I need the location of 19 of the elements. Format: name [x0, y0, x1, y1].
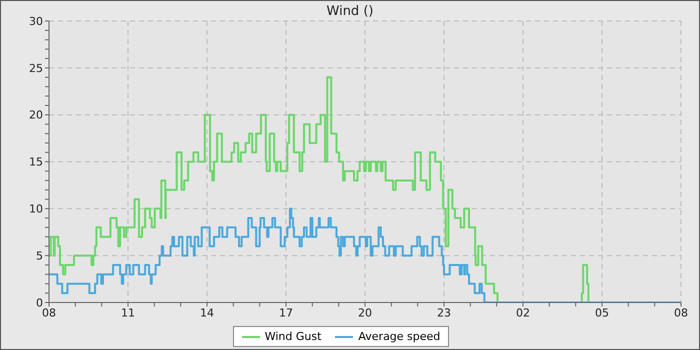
x-tick-label: 08	[674, 306, 688, 320]
y-tick-label: 10	[29, 202, 43, 216]
chart-title: Wind ()	[326, 4, 374, 19]
x-tick-label: 05	[595, 306, 609, 320]
y-tick-label: 20	[29, 108, 43, 122]
x-tick-label: 17	[279, 306, 293, 320]
y-tick-label: 30	[29, 14, 43, 28]
x-tick-label: 20	[358, 306, 372, 320]
x-tick-label: 23	[437, 306, 451, 320]
y-tick-label: 25	[29, 62, 43, 75]
legend-label: Wind Gust	[264, 330, 322, 343]
x-tick-label: 02	[516, 306, 530, 320]
y-tick-label: 0	[36, 296, 43, 310]
x-tick-label: 11	[121, 306, 135, 320]
y-tick-label: 15	[29, 156, 43, 169]
x-tick-label: 08	[42, 306, 56, 320]
x-tick-label: 14	[200, 306, 214, 320]
legend-label: Average speed	[357, 330, 440, 343]
y-tick-label: 5	[36, 249, 43, 262]
